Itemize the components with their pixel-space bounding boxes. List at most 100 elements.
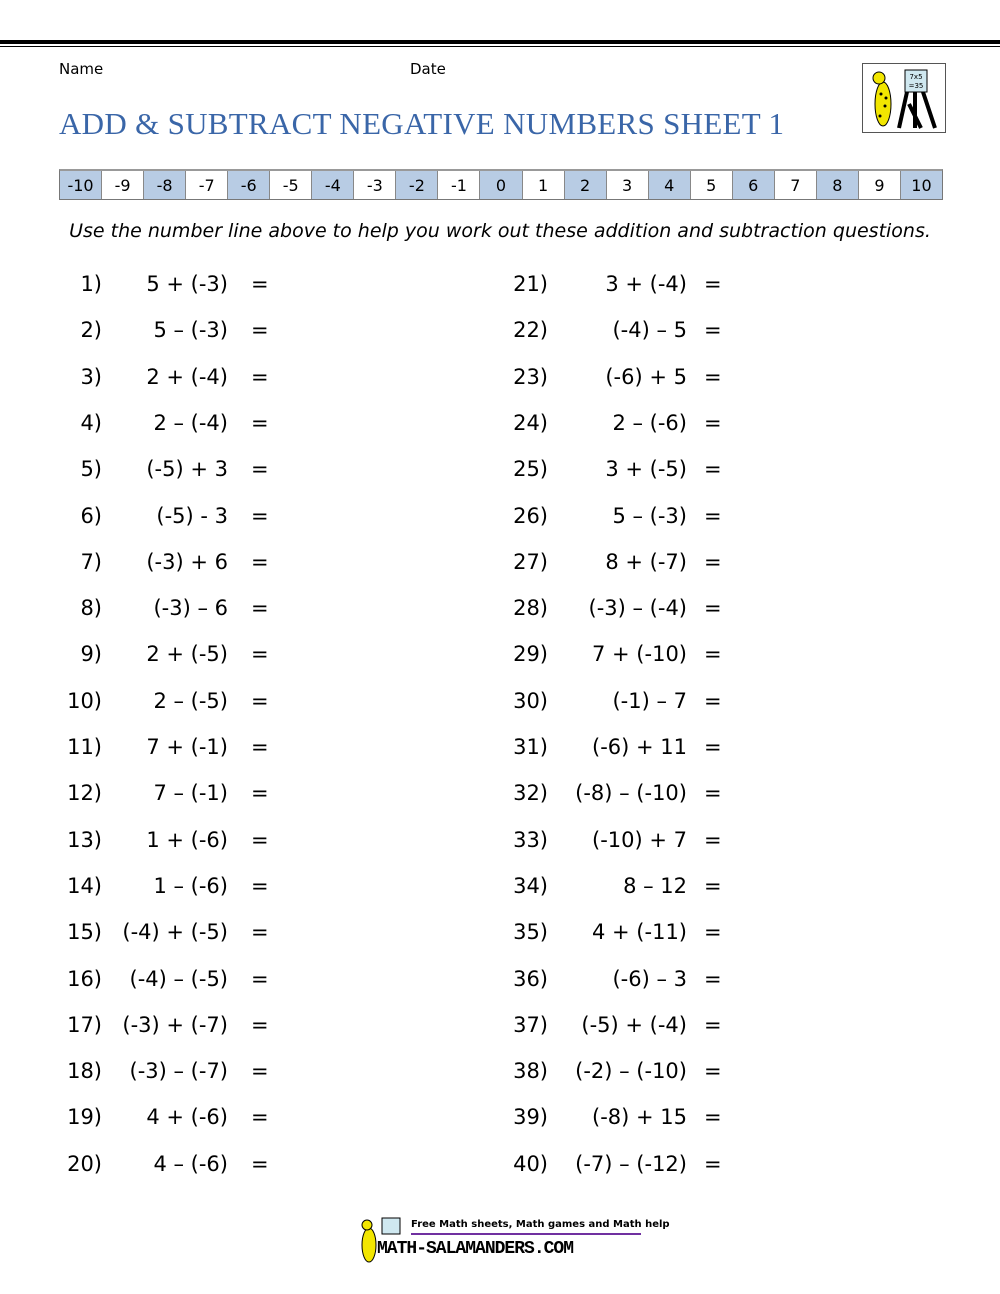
number-line-cell: 4 — [648, 171, 691, 199]
number-line-cell: -3 — [354, 171, 397, 199]
equals-sign: = — [251, 920, 269, 945]
number-line-cell: 6 — [732, 171, 775, 199]
number-line-cell: -6 — [228, 171, 271, 199]
question-expression: (-6) + 11 — [592, 735, 687, 759]
number-line-cell: 8 — [816, 171, 859, 199]
equals-sign: = — [251, 457, 269, 482]
question-number: 2) — [80, 318, 102, 343]
footer-logo: Free Math sheets, Math games and Math he… — [355, 1215, 670, 1265]
instructions: Use the number line above to help you wo… — [69, 220, 931, 242]
equals-sign: = — [704, 966, 722, 991]
number-line-cell: -9 — [102, 171, 145, 199]
equals-sign: = — [251, 827, 269, 852]
question-number: 22) — [513, 318, 548, 343]
question-number: 14) — [67, 873, 102, 898]
question-expression: (-5) - 3 — [156, 503, 228, 528]
number-line-cell: 3 — [607, 171, 649, 199]
equals-sign: = — [251, 781, 269, 806]
question-expression: 2 + (-5) — [146, 642, 228, 667]
question-expression: (-8) + 15 — [592, 1105, 687, 1130]
question-expression: (-6) + 5 — [605, 364, 687, 389]
equals-sign: = — [704, 272, 722, 296]
equals-sign: = — [251, 873, 269, 898]
footer-tagline: Free Math sheets, Math games and Math he… — [411, 1219, 670, 1230]
question-expression: 3 + (-5) — [605, 457, 687, 482]
question-expression: 4 – (-6) — [153, 1151, 228, 1176]
question-number: 20) — [67, 1151, 102, 1176]
number-line-cell: -7 — [186, 171, 229, 199]
question-expression: (-3) – (-7) — [129, 1059, 229, 1084]
equals-sign: = — [704, 688, 722, 713]
question-expression: (-5) + 3 — [146, 457, 228, 482]
equals-sign: = — [704, 457, 722, 482]
question-expression: (-3) + 6 — [146, 549, 228, 574]
question-number: 17) — [67, 1012, 102, 1037]
question-expression: 2 – (-4) — [153, 410, 228, 435]
question-number: 38) — [513, 1059, 548, 1084]
equals-sign: = — [251, 318, 269, 343]
equals-sign: = — [251, 735, 269, 759]
question-number: 25) — [513, 457, 548, 482]
question-expression: 5 – (-3) — [153, 318, 228, 343]
equals-sign: = — [704, 596, 722, 621]
number-line-cell: -4 — [312, 171, 355, 199]
number-line-cell: 10 — [900, 171, 942, 199]
question-expression: (-4) + (-5) — [122, 920, 228, 945]
number-line-cell: -8 — [144, 171, 187, 199]
equals-sign: = — [704, 735, 722, 759]
number-line-cell: 9 — [859, 171, 901, 199]
question-expression: (-8) – (-10) — [575, 781, 687, 806]
footer-divider — [411, 1233, 641, 1235]
equals-sign: = — [251, 549, 269, 574]
date-label: Date — [410, 60, 446, 78]
number-line-cell: 2 — [564, 171, 607, 199]
equals-sign: = — [251, 1105, 269, 1130]
question-expression: (-2) – (-10) — [575, 1059, 687, 1084]
question-expression: (-3) – 6 — [153, 596, 228, 621]
equals-sign: = — [704, 642, 722, 667]
equals-sign: = — [251, 1012, 269, 1037]
question-number: 36) — [513, 966, 548, 991]
number-line-cell: -2 — [396, 171, 439, 199]
equals-sign: = — [251, 966, 269, 991]
question-expression: 1 – (-6) — [153, 873, 228, 898]
question-expression: 4 + (-6) — [146, 1105, 228, 1130]
equals-sign: = — [704, 364, 722, 389]
number-line-cell: 7 — [775, 171, 817, 199]
question-number: 26) — [513, 503, 548, 528]
question-expression: (-4) – 5 — [612, 318, 687, 343]
equals-sign: = — [704, 503, 722, 528]
question-number: 30) — [513, 688, 548, 713]
question-expression: (-6) – 3 — [612, 966, 687, 991]
salamander-logo: 7x5 =35 — [862, 63, 946, 133]
equals-sign: = — [704, 549, 722, 574]
equals-sign: = — [704, 781, 722, 806]
number-line-cell: -10 — [60, 171, 103, 199]
question-number: 33) — [513, 827, 548, 852]
question-number: 4) — [80, 410, 102, 435]
question-number: 24) — [513, 410, 548, 435]
footer-site: MATH-SALAMANDERS.COM — [377, 1239, 574, 1259]
question-number: 7) — [80, 549, 102, 574]
question-expression: (-1) – 7 — [612, 688, 687, 713]
question-number: 1) — [80, 272, 102, 296]
question-expression: 5 – (-3) — [612, 503, 687, 528]
question-number: 5) — [80, 457, 102, 482]
equals-sign: = — [704, 410, 722, 435]
question-number: 32) — [513, 781, 548, 806]
question-expression: 2 – (-6) — [612, 410, 687, 435]
question-expression: (-10) + 7 — [592, 827, 687, 852]
question-expression: 4 + (-11) — [592, 920, 687, 945]
question-number: 27) — [513, 549, 548, 574]
question-expression: 1 + (-6) — [146, 827, 228, 852]
svg-text:7x5: 7x5 — [909, 73, 922, 81]
question-expression: 7 + (-10) — [592, 642, 687, 667]
equals-sign: = — [251, 642, 269, 667]
question-number: 15) — [67, 920, 102, 945]
question-expression: 8 – 12 — [623, 873, 687, 898]
question-expression: (-3) + (-7) — [122, 1012, 228, 1037]
question-number: 16) — [67, 966, 102, 991]
top-rule-thin — [0, 46, 1000, 47]
equals-sign: = — [251, 503, 269, 528]
top-rule — [0, 40, 1000, 44]
